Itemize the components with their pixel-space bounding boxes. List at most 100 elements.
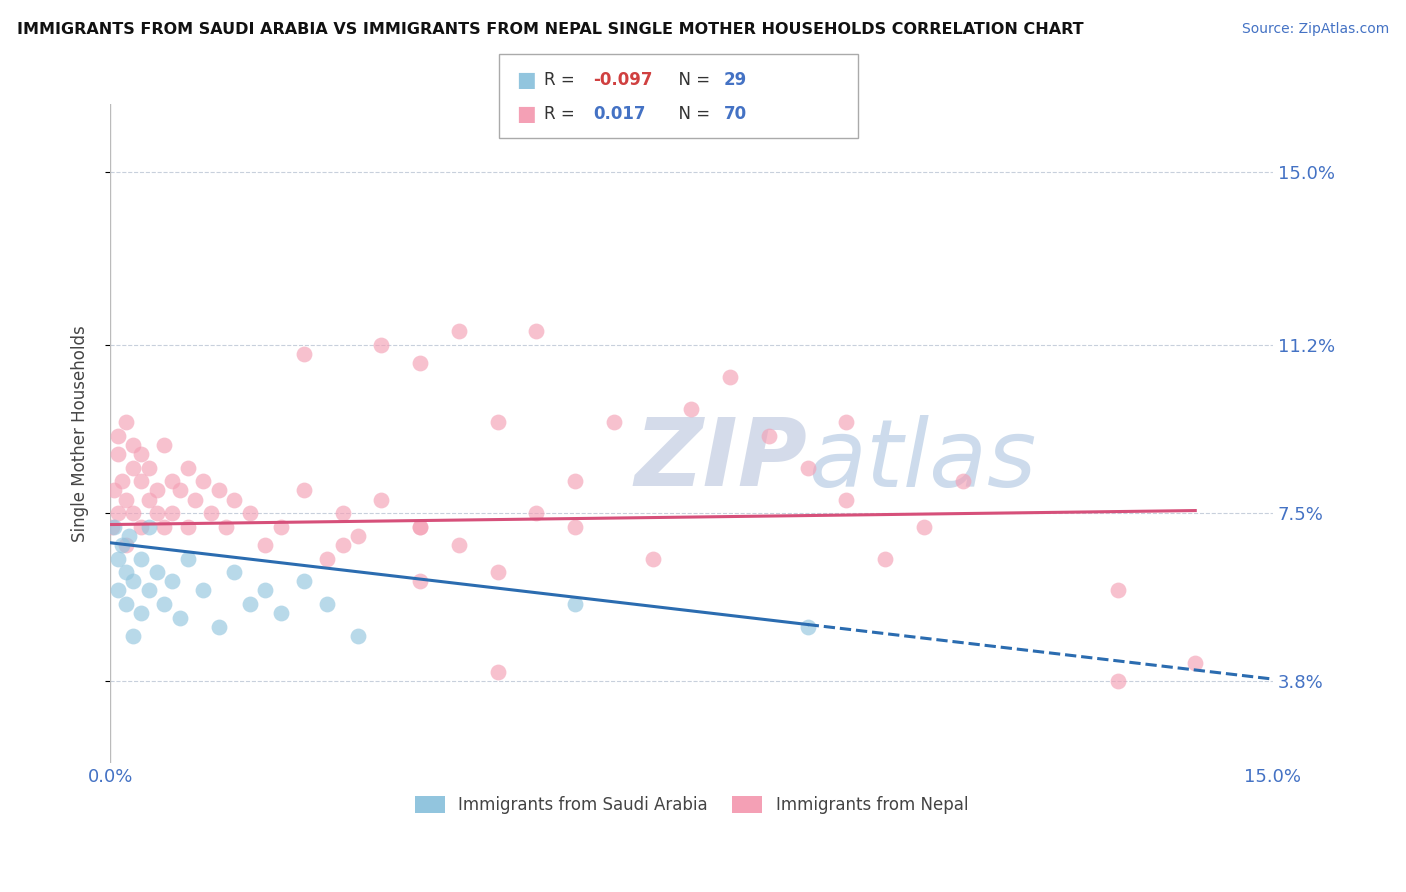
Point [122,460,145,475]
Point [107,429,129,443]
Point [153,438,176,452]
Point [169,611,191,625]
Point [486,665,509,680]
Point [138,520,160,534]
Text: 70: 70 [724,105,747,123]
Point [160,574,183,589]
Point [200,506,222,520]
Text: R =: R = [544,71,581,89]
Y-axis label: Single Mother Households: Single Mother Households [72,326,89,542]
Text: -0.097: -0.097 [593,71,652,89]
Point [122,574,145,589]
Point [222,492,245,507]
Point [138,583,160,598]
Point [145,566,167,580]
Point [184,492,207,507]
Point [526,506,548,520]
Point [447,325,470,339]
Point [681,401,703,416]
Point [409,574,432,589]
Text: R =: R = [544,105,581,123]
Point [239,506,262,520]
Point [207,483,229,498]
Point [114,566,136,580]
Point [292,574,315,589]
Point [114,415,136,429]
Point [409,356,432,370]
Point [101,520,124,534]
Point [107,583,129,598]
Point [107,447,129,461]
Point [191,583,214,598]
Point [239,597,262,611]
Point [447,538,470,552]
Point [409,520,432,534]
Text: ■: ■ [516,70,536,90]
Point [526,325,548,339]
Point [409,520,432,534]
Text: 29: 29 [724,71,748,89]
Point [129,606,152,620]
Point [160,475,183,489]
Text: IMMIGRANTS FROM SAUDI ARABIA VS IMMIGRANTS FROM NEPAL SINGLE MOTHER HOUSEHOLDS C: IMMIGRANTS FROM SAUDI ARABIA VS IMMIGRAN… [17,22,1084,37]
Point [270,520,292,534]
Point [122,629,145,643]
Text: atlas: atlas [807,415,1036,506]
Point [176,520,198,534]
Point [641,551,664,566]
Point [347,629,370,643]
Point [564,475,586,489]
Point [138,492,160,507]
Text: 0.017: 0.017 [593,105,645,123]
Text: ZIP: ZIP [636,414,807,506]
Point [603,415,626,429]
Point [107,551,129,566]
Point [129,475,152,489]
Text: Source: ZipAtlas.com: Source: ZipAtlas.com [1241,22,1389,37]
Point [222,566,245,580]
Point [875,551,897,566]
Text: N =: N = [668,105,716,123]
Point [370,492,392,507]
Point [564,597,586,611]
Point [103,483,125,498]
Point [564,520,586,534]
Point [191,475,214,489]
Point [153,597,176,611]
Point [145,506,167,520]
Text: N =: N = [668,71,716,89]
Point [114,492,136,507]
Point [835,492,858,507]
Point [215,520,238,534]
Point [912,520,935,534]
Point [1184,656,1206,670]
Point [370,338,392,352]
Point [114,538,136,552]
Point [332,538,354,552]
Point [111,475,134,489]
Point [1107,674,1129,689]
Point [254,538,277,552]
Point [129,447,152,461]
Point [796,620,818,634]
Point [835,415,858,429]
Point [169,483,191,498]
Point [207,620,229,634]
Point [129,551,152,566]
Point [118,529,141,543]
Point [332,506,354,520]
Point [160,506,183,520]
Point [176,551,198,566]
Point [270,606,292,620]
Point [153,520,176,534]
Text: ■: ■ [516,104,536,124]
Point [316,551,339,566]
Point [111,538,134,552]
Point [114,597,136,611]
Point [129,520,152,534]
Point [292,347,315,361]
Point [758,429,780,443]
Point [347,529,370,543]
Point [122,438,145,452]
Point [292,483,315,498]
